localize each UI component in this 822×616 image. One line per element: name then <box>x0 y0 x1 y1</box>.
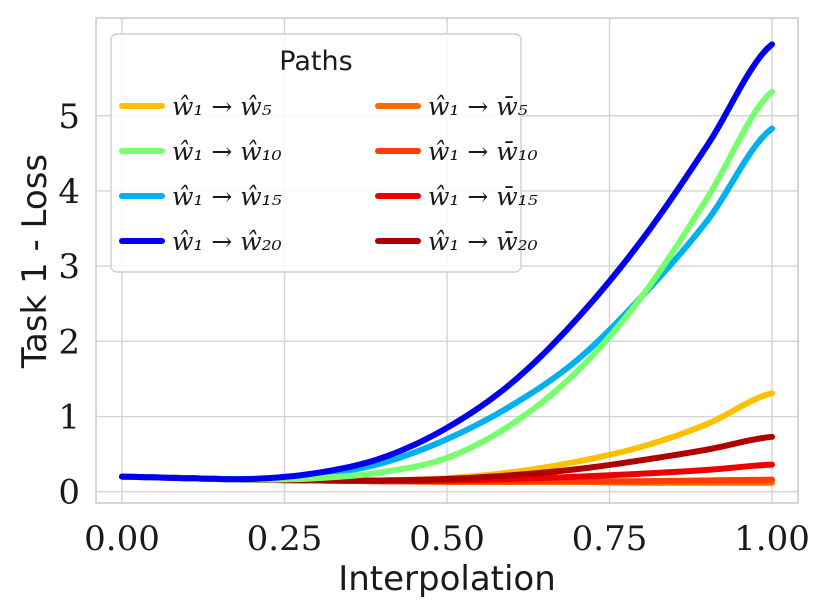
legend-box <box>110 33 522 273</box>
legend-title: Paths <box>279 46 352 77</box>
x-tick-label: 0.50 <box>409 519 485 559</box>
y-tick-labels: 0 1 2 3 4 5 <box>58 97 80 513</box>
x-tick-label: 0.75 <box>572 519 648 559</box>
y-tick-label: 5 <box>58 97 80 137</box>
x-tick-label: 0.00 <box>84 519 160 559</box>
y-tick-label: 3 <box>58 247 80 287</box>
x-axis-label: Interpolation <box>338 559 556 599</box>
y-tick-label: 4 <box>58 172 80 212</box>
legend-label: ŵ₁ → ŵ₅ <box>172 92 272 121</box>
legend-label: ŵ₁ → ŵ₁₀ <box>172 137 282 166</box>
legend-entries: ŵ₁ → ŵ₅ ŵ₁ → ŵ₁₀ ŵ₁ → ŵ₁₅ ŵ₁ → ŵ₂₀ ŵ₁ → w̄₅ ŵ… <box>119 92 538 256</box>
legend-label: ŵ₁ → w̄₂₀ <box>428 227 538 256</box>
y-tick-label: 2 <box>58 322 80 362</box>
legend-label: ŵ₁ → w̄₁₀ <box>428 137 538 166</box>
x-tick-labels: 0.00 0.25 0.50 0.75 1.00 <box>84 519 810 559</box>
y-tick-label: 1 <box>58 398 80 438</box>
plot-frame <box>95 17 799 504</box>
series-line-4 <box>119 41 775 483</box>
legend-label: ŵ₁ → w̄₁₅ <box>428 182 538 211</box>
legend-label: ŵ₁ → w̄₅ <box>428 92 528 121</box>
legend-label: ŵ₁ → ŵ₂₀ <box>172 227 282 256</box>
series-layer <box>119 41 775 486</box>
legend-label: ŵ₁ → ŵ₁₅ <box>172 182 282 211</box>
y-tick-label: 0 <box>58 473 80 513</box>
y-axis-label: Task 1 - Loss <box>15 154 55 369</box>
x-tick-label: 0.25 <box>247 519 323 559</box>
x-tick-label: 1.00 <box>734 519 810 559</box>
